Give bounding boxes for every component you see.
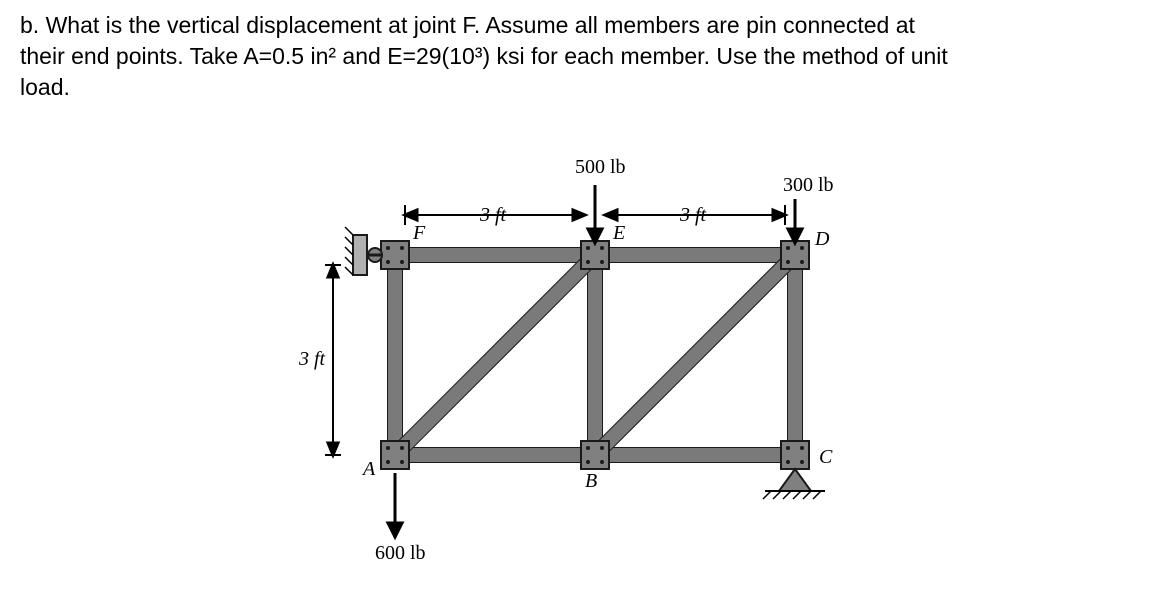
member-AE bbox=[395, 255, 595, 455]
label-D: D bbox=[814, 228, 830, 250]
joint-A bbox=[381, 441, 409, 469]
member-BD bbox=[595, 255, 795, 455]
load-D-text: 300 lb bbox=[783, 174, 834, 196]
joint-B bbox=[581, 441, 609, 469]
dim-FE-text: 3 ft bbox=[479, 204, 507, 226]
load-A-arrow bbox=[388, 473, 402, 537]
support-C-pin bbox=[763, 469, 825, 499]
truss-diagram: 500 lb 300 lb 600 lb 3 ft 3 ft 3 ft F E … bbox=[285, 155, 905, 575]
label-A: A bbox=[361, 458, 376, 480]
load-E-text: 500 lb bbox=[575, 156, 626, 178]
label-C: C bbox=[819, 446, 833, 468]
load-A-text: 600 lb bbox=[375, 542, 426, 564]
label-E: E bbox=[612, 222, 625, 244]
load-D-arrow bbox=[788, 199, 802, 243]
dim-ED-text: 3 ft bbox=[679, 204, 707, 226]
dim-FA-text: 3 ft bbox=[298, 348, 326, 370]
problem-line3: load. bbox=[20, 74, 70, 100]
problem-line1: What is the vertical displacement at joi… bbox=[46, 12, 915, 38]
problem-label: b. bbox=[20, 12, 39, 38]
label-F: F bbox=[412, 222, 426, 244]
joint-F bbox=[381, 241, 409, 269]
support-F-pin bbox=[345, 227, 382, 275]
load-E-arrow bbox=[588, 185, 602, 243]
label-B: B bbox=[585, 470, 597, 492]
dim-FA bbox=[325, 265, 341, 455]
joint-C bbox=[781, 441, 809, 469]
problem-line2: their end points. Take A=0.5 in² and E=2… bbox=[20, 43, 948, 69]
problem-text-block: b. What is the vertical displacement at … bbox=[20, 10, 1160, 103]
